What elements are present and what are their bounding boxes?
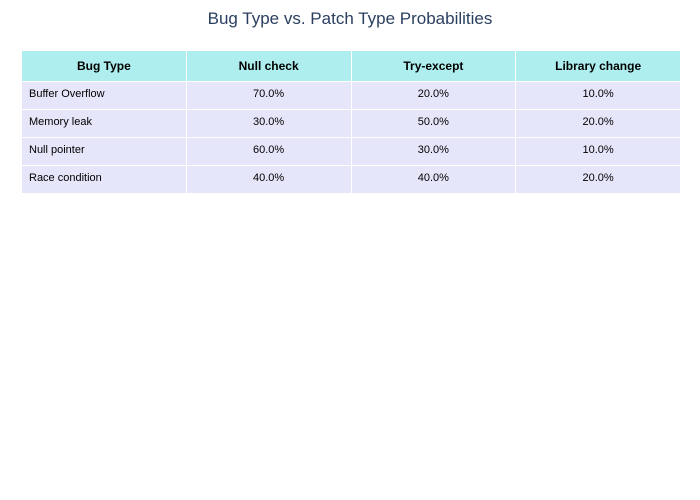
header-library-change: Library change — [515, 50, 681, 82]
cell-null-check: 40.0% — [185, 165, 352, 194]
probability-table-container: Bug Type Null check Try-except Library c… — [21, 50, 681, 194]
cell-null-check: 30.0% — [185, 109, 352, 138]
table-row: Null pointer 60.0% 30.0% 10.0% — [21, 137, 681, 166]
cell-null-check: 60.0% — [185, 137, 352, 166]
cell-library-change: 10.0% — [515, 81, 681, 110]
row-label: Race condition — [21, 165, 187, 194]
cell-library-change: 20.0% — [515, 109, 681, 138]
header-bug-type: Bug Type — [21, 50, 187, 82]
table-header: Bug Type Null check Try-except Library c… — [21, 50, 681, 82]
row-label: Memory leak — [21, 109, 187, 138]
table-row: Memory leak 30.0% 50.0% 20.0% — [21, 109, 681, 138]
chart-title: Bug Type vs. Patch Type Probabilities — [207, 9, 493, 28]
cell-null-check: 70.0% — [185, 81, 352, 110]
cell-library-change: 10.0% — [515, 137, 681, 166]
table-body: Buffer Overflow 70.0% 20.0% 10.0% Memory… — [21, 81, 681, 194]
cell-try-except: 20.0% — [350, 81, 517, 110]
cell-try-except: 40.0% — [350, 165, 517, 194]
cell-try-except: 30.0% — [350, 137, 517, 166]
header-row: Bug Type Null check Try-except Library c… — [21, 50, 681, 82]
table-row: Buffer Overflow 70.0% 20.0% 10.0% — [21, 81, 681, 110]
table-row: Race condition 40.0% 40.0% 20.0% — [21, 165, 681, 194]
header-try-except: Try-except — [350, 50, 517, 82]
cell-library-change: 20.0% — [515, 165, 681, 194]
row-label: Null pointer — [21, 137, 187, 166]
cell-try-except: 50.0% — [350, 109, 517, 138]
row-label: Buffer Overflow — [21, 81, 187, 110]
header-null-check: Null check — [185, 50, 352, 82]
probability-table: Bug Type Null check Try-except Library c… — [21, 50, 681, 194]
